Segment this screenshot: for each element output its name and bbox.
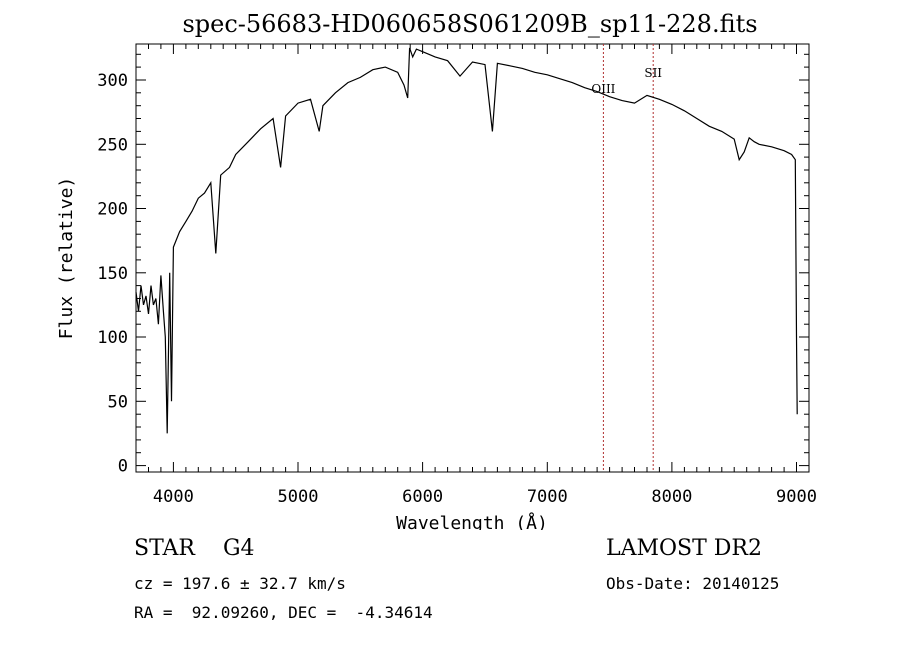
y-tick-label: 250 [97, 135, 128, 155]
y-tick-label: 50 [108, 392, 128, 412]
y-axis-label: Flux (relative) [56, 177, 77, 340]
x-tick-label: 9000 [776, 487, 817, 507]
marker-label-oiii: OIII [591, 82, 615, 96]
redshift-cz: cz = 197.6 ± 32.7 km/s [134, 574, 346, 593]
object-subclass: G4 [222, 536, 255, 561]
spectrum-chart: spec-56683-HD060658S061209B_sp11-228.fit… [56, 10, 817, 530]
y-tick-label: 0 [118, 457, 128, 477]
y-tick-label: 100 [97, 328, 128, 348]
x-tick-label: 6000 [402, 487, 443, 507]
plot-frame [135, 43, 810, 473]
x-tick-label: 4000 [153, 487, 194, 507]
axis-ticks: 4000 5000 6000 7000 8000 9000 0 50 100 150 200 250 3… [97, 44, 817, 507]
x-tick-label: 5000 [278, 487, 319, 507]
observation-date: Obs-Date: 20140125 [606, 574, 780, 593]
y-tick-label: 300 [97, 71, 128, 91]
y-tick-label: 200 [97, 200, 128, 220]
ra-dec-coordinates: RA = 92.09260, DEC = -4.34614 [134, 603, 433, 622]
x-tick-label: 8000 [651, 487, 692, 507]
x-tick-label: 7000 [527, 487, 568, 507]
y-tick-label: 150 [97, 264, 128, 284]
x-axis-label: Wavelength (Å) [396, 512, 548, 530]
emission-line-markers: OIII SII [591, 44, 662, 472]
chart-title: spec-56683-HD060658S061209B_sp11-228.fit… [182, 10, 757, 38]
marker-label-sii: SII [644, 66, 662, 80]
object-class: STAR [134, 536, 195, 561]
object-class-line: STAR G4 [134, 536, 255, 561]
spectrum-line [135, 47, 798, 434]
survey-name: LAMOST DR2 [606, 536, 762, 561]
